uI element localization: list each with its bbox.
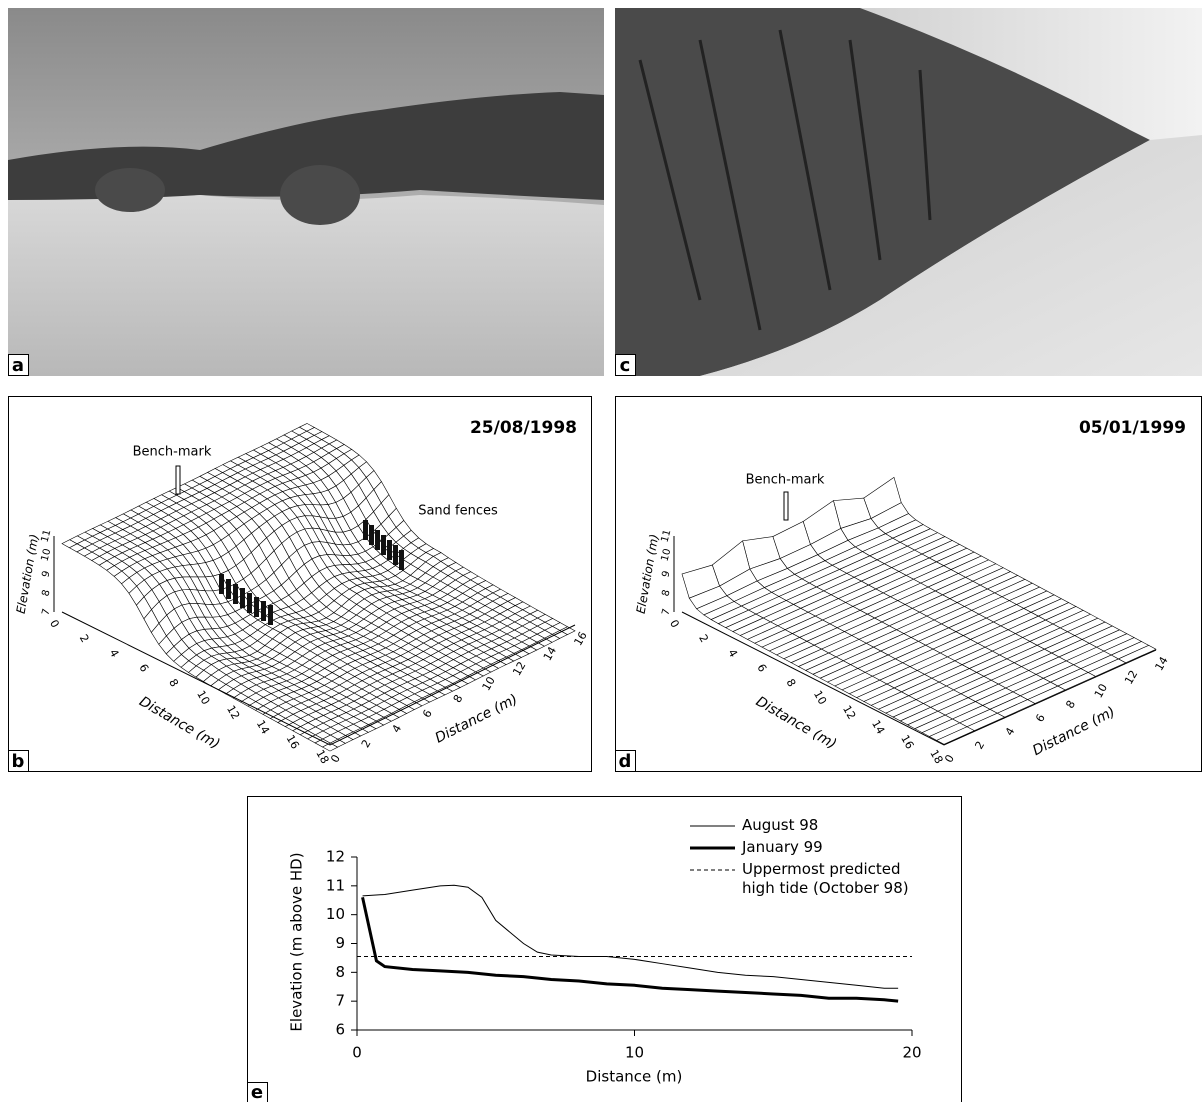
y-tick-label: 10 <box>326 905 345 923</box>
x-tick-label: 0 <box>667 617 682 630</box>
panel-frame <box>8 396 592 772</box>
y-tick-label: 6 <box>335 1021 345 1039</box>
y-tick-label: 2 <box>359 737 374 750</box>
legend-label: August 98 <box>742 816 819 834</box>
y-tick-label: 11 <box>326 876 345 894</box>
z-tick-label: 10 <box>660 548 674 563</box>
surface-cell <box>936 726 975 745</box>
x-tick-label: 12 <box>224 703 242 722</box>
x-tick-label: 18 <box>313 747 331 766</box>
x-tick-label: 2 <box>77 632 92 645</box>
x-tick-label: 0 <box>47 617 62 630</box>
x-axis-title: Distance (m) <box>753 694 839 753</box>
bench-mark <box>175 465 181 495</box>
series-line <box>361 897 899 1003</box>
panel-letter: c <box>620 355 631 376</box>
panel-frame <box>247 796 962 1102</box>
series-line <box>362 884 899 989</box>
x-tick-label: 16 <box>284 733 302 752</box>
panel-label: a <box>8 354 29 376</box>
y-tick-label: 16 <box>571 629 589 648</box>
annotation: Sand fences <box>418 504 498 519</box>
y-tick-label: 8 <box>335 963 345 981</box>
panel-date: 05/01/1999 <box>1079 418 1186 438</box>
bench-mark <box>783 491 789 521</box>
y-tick-label: 14 <box>1152 654 1170 673</box>
annotation: Bench-mark <box>133 445 212 460</box>
y-tick-label: 10 <box>1092 682 1110 701</box>
x-axis-title: Distance (m) <box>136 694 222 753</box>
x-tick-label: 8 <box>783 677 798 690</box>
panel-date: 25/08/1998 <box>470 418 577 438</box>
z-tick-label: 11 <box>40 529 54 544</box>
y-tick-label: 10 <box>480 674 498 693</box>
photo <box>615 8 1202 376</box>
surface-plot: 024681012141618024681012147891011Elevati… <box>634 476 1171 766</box>
y-axis-title: Elevation (m above HD) <box>288 852 306 1031</box>
x-tick-label: 10 <box>625 1044 644 1062</box>
x-tick-label: 2 <box>696 632 711 645</box>
base-edge <box>681 611 1157 746</box>
z-tick-label: 11 <box>660 529 674 544</box>
x-tick-label: 6 <box>754 662 769 675</box>
panel-label: d <box>615 750 636 772</box>
y-tick-label: 0 <box>942 752 957 765</box>
x-tick-label: 4 <box>107 647 122 660</box>
panel-letter: e <box>251 1082 263 1102</box>
panel-letter: b <box>12 751 25 772</box>
x-tick-label: 0 <box>352 1044 362 1062</box>
photo <box>8 8 604 376</box>
y-tick-label: 6 <box>1033 712 1048 725</box>
y-tick-label: 9 <box>335 934 345 952</box>
z-tick-label: 9 <box>660 570 672 579</box>
x-tick-label: 10 <box>811 688 829 707</box>
y-tick-label: 4 <box>389 722 404 735</box>
annotation: Bench-mark <box>746 473 825 488</box>
x-tick-label: 14 <box>254 718 272 737</box>
y-tick-label: 14 <box>541 644 559 663</box>
x-tick-label: 10 <box>194 688 212 707</box>
panel-letter: d <box>619 751 632 772</box>
sand-fences <box>219 520 404 625</box>
x-tick-label: 14 <box>869 718 887 737</box>
x-tick-label: 16 <box>898 733 916 752</box>
y-axis-title: Distance (m) <box>433 691 521 746</box>
z-tick-label: 7 <box>40 608 52 617</box>
x-tick-label: 6 <box>136 662 151 675</box>
x-axis-title: Distance (m) <box>586 1068 683 1086</box>
z-axis-title: Elevation (m) <box>634 533 662 615</box>
x-tick-label: 4 <box>725 647 740 660</box>
x-tick-label: 8 <box>166 677 181 690</box>
legend-label: Uppermost predicted high tide (October 9… <box>742 860 909 897</box>
y-tick-label: 12 <box>1122 668 1140 687</box>
z-axis-title: Elevation (m) <box>14 533 42 615</box>
panel-letter: a <box>12 355 24 376</box>
legend-label: January 99 <box>742 838 823 856</box>
x-tick-label: 20 <box>902 1044 921 1062</box>
y-tick-label: 0 <box>328 752 343 765</box>
y-axis-title: Distance (m) <box>1030 704 1118 759</box>
y-tick-label: 8 <box>1063 698 1078 711</box>
z-tick-label: 9 <box>40 570 52 579</box>
panel-label: b <box>8 750 29 772</box>
y-tick-label: 8 <box>451 692 466 705</box>
y-tick-label: 12 <box>510 659 528 678</box>
z-tick-label: 7 <box>660 608 672 617</box>
y-tick-label: 7 <box>335 992 345 1010</box>
z-tick-label: 8 <box>660 589 672 598</box>
panel-label: e <box>247 1082 268 1102</box>
surface-plot: 02468101214161802468101214167891011Eleva… <box>14 423 590 766</box>
x-tick-label: 12 <box>840 703 858 722</box>
y-tick-label: 6 <box>420 707 435 720</box>
y-tick-label: 12 <box>326 848 345 866</box>
y-tick-label: 2 <box>972 739 987 752</box>
z-tick-label: 8 <box>40 589 52 598</box>
y-tick-label: 4 <box>1003 725 1018 738</box>
x-tick-label: 18 <box>927 747 945 766</box>
z-tick-label: 10 <box>40 548 54 563</box>
base-edge <box>61 611 576 746</box>
panel-label: c <box>615 354 636 376</box>
